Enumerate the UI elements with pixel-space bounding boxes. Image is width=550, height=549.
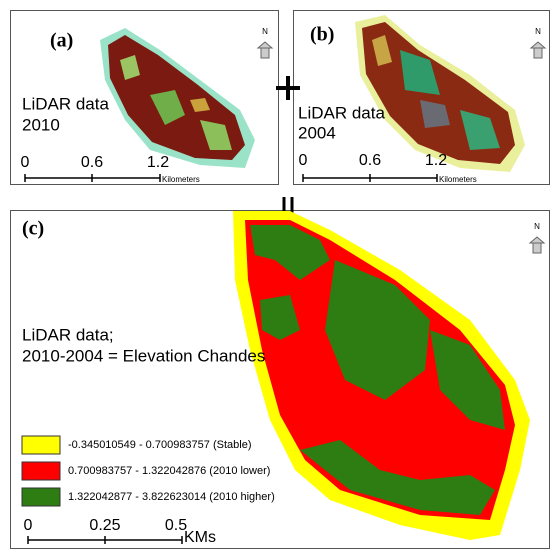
map-a xyxy=(100,28,255,168)
panel-title: LiDAR data xyxy=(22,94,109,113)
scale-label: 0.5 xyxy=(165,517,187,534)
north-label: N xyxy=(534,222,540,231)
panel-label: (a) xyxy=(50,30,73,52)
map-c xyxy=(233,211,530,540)
panel-title: LiDAR data; xyxy=(22,325,114,344)
legend-label: -0.345010549 - 0.700983757 (Stable) xyxy=(68,439,251,451)
scale-unit: Kilometers xyxy=(439,175,477,184)
panel-label: (b) xyxy=(310,24,334,46)
scale-label: 1.2 xyxy=(425,152,447,169)
legend-label: 1.322042877 - 3.822623014 (2010 higher) xyxy=(68,491,275,503)
scale-label: 0.6 xyxy=(81,154,103,171)
scale-label: 1.2 xyxy=(147,154,169,171)
scale-label: 0.25 xyxy=(89,517,120,534)
scale-label: 0 xyxy=(24,517,33,534)
panel-subtitle: 2010-2004 = Elevation Chandes xyxy=(22,346,265,365)
legend: -0.345010549 - 0.700983757 (Stable) 0.700… xyxy=(21,435,275,507)
legend-swatch xyxy=(21,461,61,481)
north-arrow xyxy=(528,236,546,254)
north-arrow xyxy=(256,41,274,59)
map-b xyxy=(355,15,525,172)
panel-year: 2010 xyxy=(22,115,60,134)
panel-year: 2004 xyxy=(298,123,336,142)
scale-unit: Kilometers xyxy=(162,175,200,184)
scale-label: 0 xyxy=(299,152,308,169)
legend-label: 0.700983757 - 1.322042876 (2010 lower) xyxy=(68,465,270,477)
scale-label: 0.6 xyxy=(359,152,381,169)
north-arrow xyxy=(529,41,547,59)
plus-sign xyxy=(276,76,300,100)
scale-bar xyxy=(302,174,438,182)
equals-sign xyxy=(282,197,294,213)
north-label: N xyxy=(262,27,268,36)
legend-swatch xyxy=(21,435,61,455)
scale-label: 0 xyxy=(21,154,30,171)
scale-bar xyxy=(27,536,183,544)
panel-label: (c) xyxy=(22,218,44,240)
north-label: N xyxy=(535,27,541,36)
panel-title: LiDAR data xyxy=(298,103,385,122)
legend-swatch xyxy=(21,487,61,507)
scale-unit: KMs xyxy=(184,529,216,546)
panel-frame xyxy=(10,10,279,185)
scale-bar xyxy=(24,174,161,182)
